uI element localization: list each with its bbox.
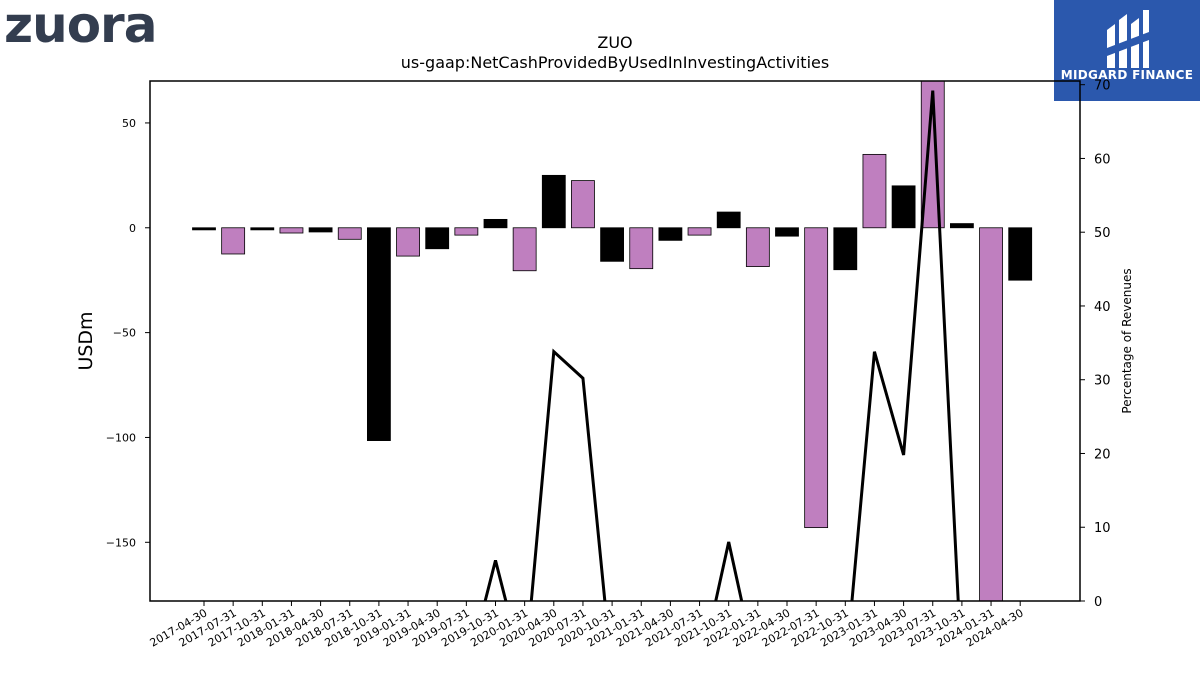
y-tick-label: −50 — [113, 327, 136, 340]
right-axis: 0 10 20 30 40 50 60 70 — [1080, 79, 1111, 610]
chart-title: ZUO — [597, 33, 632, 52]
y2-tick-label: 0 — [1094, 595, 1102, 610]
bar-2018-07-31 — [337, 227, 362, 240]
y2-tick-label: 60 — [1094, 152, 1111, 167]
bar-2019-04-30 — [425, 227, 450, 250]
bars-layer — [192, 81, 1033, 601]
line-layer — [483, 90, 960, 601]
y-tick-label: 0 — [129, 222, 136, 235]
y2-tick-label: 10 — [1094, 521, 1111, 536]
y-axis-label: USDm — [75, 311, 97, 370]
company-logo: zuora — [4, 0, 157, 54]
bar-2023-10-31 — [950, 223, 974, 229]
bar-2021-10-31 — [716, 211, 741, 229]
bar-2022-07-31 — [804, 227, 829, 529]
brand-name: MIDGARD FINANCE — [1060, 68, 1194, 82]
bar-2018-01-31 — [279, 227, 304, 234]
y2-tick-label: 20 — [1094, 447, 1111, 462]
bar-2020-04-30 — [541, 174, 566, 229]
y2-tick-label: 70 — [1094, 79, 1111, 94]
y2-axis-label: Percentage of Revenues — [1120, 268, 1134, 413]
bar-2020-07-31 — [571, 180, 595, 229]
bar-2022-01-31 — [745, 227, 770, 267]
bar-2021-01-31 — [629, 227, 654, 270]
percentage-line — [483, 90, 960, 601]
bar-2019-10-31 — [483, 218, 508, 229]
y2-tick-label: 40 — [1094, 300, 1111, 315]
bar-2021-07-31 — [687, 227, 712, 236]
left-axis: 50 0 −50 −100 −150 — [106, 117, 150, 549]
y-tick-label: 50 — [122, 117, 136, 130]
bar-2021-04-30 — [658, 227, 683, 241]
bar-2017-07-31 — [221, 227, 246, 255]
bar-2020-10-31 — [600, 227, 624, 262]
bar-2023-01-31 — [862, 153, 887, 229]
bar-2020-01-31 — [512, 227, 537, 272]
bar-2022-10-31 — [833, 227, 858, 271]
x-axis: 2017-04-302017-07-312017-10-312018-01-31… — [148, 601, 1026, 650]
bar-2022-04-30 — [775, 227, 799, 237]
bar-2019-01-31 — [396, 227, 420, 257]
bar-2017-04-30 — [192, 227, 216, 231]
y-tick-label: −150 — [106, 536, 136, 549]
bar-2018-04-30 — [308, 227, 333, 233]
chart-subtitle: us-gaap:NetCashProvidedByUsedInInvesting… — [401, 53, 829, 72]
bar-2018-10-31 — [366, 227, 391, 441]
y-tick-label: −100 — [106, 431, 136, 444]
plot-frame — [149, 80, 1081, 602]
bar-2023-04-30 — [891, 185, 916, 229]
y2-tick-label: 50 — [1094, 226, 1111, 241]
bar-2024-01-31 — [979, 227, 1003, 601]
bar-2024-04-30 — [1008, 227, 1033, 281]
brand-mark-icon — [1107, 10, 1149, 68]
y2-tick-label: 30 — [1094, 374, 1111, 389]
bar-2019-07-31 — [454, 227, 479, 236]
bar-2017-10-31 — [250, 227, 275, 231]
